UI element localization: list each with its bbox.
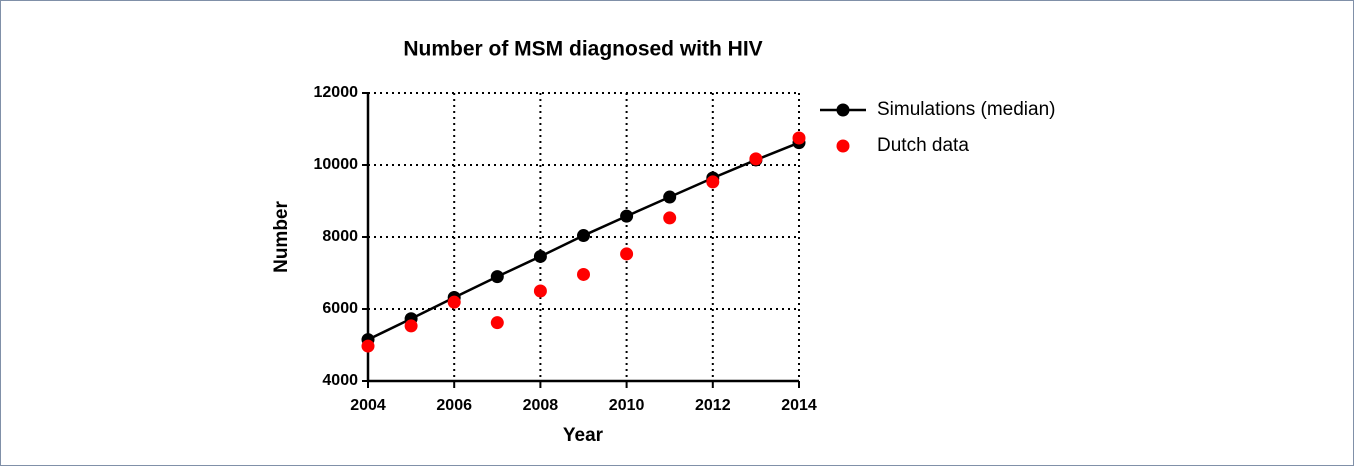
x-axis-label: Year [563, 425, 604, 446]
legend-marker [836, 139, 850, 153]
data-point [792, 131, 806, 145]
legend-label: Dutch data [877, 135, 969, 156]
y-tick-label: 10000 [314, 156, 359, 173]
chart-title: Number of MSM diagnosed with HIV [403, 38, 762, 61]
x-tick-label: 2008 [523, 397, 559, 414]
data-point [361, 339, 375, 353]
data-point [620, 209, 634, 223]
y-axis-label: Number [271, 201, 292, 273]
data-point [706, 175, 720, 189]
x-tick-label: 2014 [781, 397, 817, 414]
y-tick-label: 6000 [322, 300, 358, 317]
legend-marker [836, 103, 850, 117]
data-point [620, 247, 634, 261]
x-tick-label: 2010 [609, 397, 645, 414]
data-point [663, 190, 677, 204]
y-tick-label: 8000 [322, 228, 358, 245]
data-point [577, 229, 590, 243]
legend-label: Simulations (median) [877, 99, 1055, 120]
data-point [490, 270, 504, 284]
data-point [447, 295, 461, 309]
x-tick-label: 2004 [350, 397, 386, 414]
x-tick-label: 2012 [695, 397, 731, 414]
x-tick-label: 2006 [436, 397, 472, 414]
data-point [533, 249, 547, 263]
data-point [663, 211, 677, 225]
data-point [533, 284, 547, 298]
data-point [490, 316, 504, 330]
data-point [749, 152, 763, 166]
y-tick-label: 4000 [322, 372, 358, 389]
data-point [577, 267, 590, 281]
y-tick-label: 12000 [314, 84, 359, 101]
data-point [404, 319, 418, 333]
